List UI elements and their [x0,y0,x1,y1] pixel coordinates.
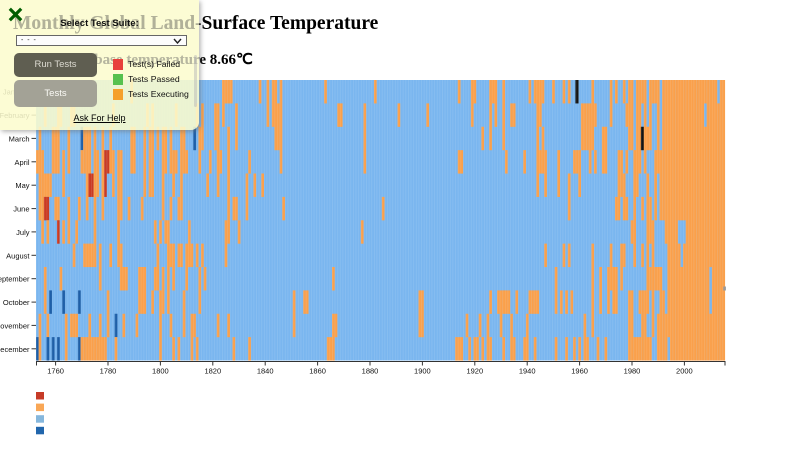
svg-text:September: September [0,275,30,284]
svg-text:March: March [9,134,30,143]
svg-text:1840: 1840 [257,367,274,376]
svg-text:May: May [15,181,29,190]
svg-text:1860: 1860 [309,367,326,376]
svg-text:October: October [3,298,30,307]
svg-text:December: December [0,345,30,354]
svg-text:1940: 1940 [519,367,536,376]
svg-text:1880: 1880 [362,367,379,376]
svg-text:1960: 1960 [571,367,588,376]
svg-text:1800: 1800 [152,367,169,376]
svg-text:2000: 2000 [676,367,693,376]
svg-text:1900: 1900 [414,367,431,376]
svg-text:1980: 1980 [624,367,641,376]
svg-text:June: June [13,205,29,214]
svg-text:1920: 1920 [466,367,483,376]
svg-text:1760: 1760 [47,367,64,376]
svg-text:1820: 1820 [204,367,221,376]
svg-text:April: April [14,158,29,167]
svg-text:November: November [0,321,30,330]
svg-text:July: July [16,228,30,237]
svg-text:August: August [6,251,30,260]
svg-text:1780: 1780 [100,367,117,376]
